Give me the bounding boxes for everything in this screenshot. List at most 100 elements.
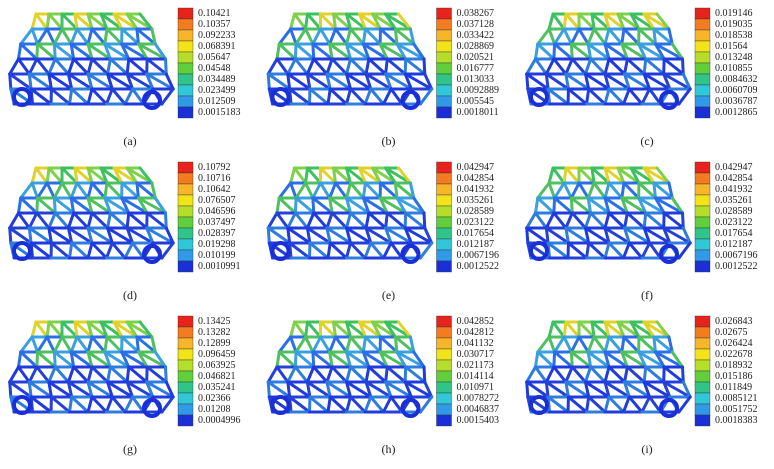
colorbar-label: 0.010971	[457, 382, 495, 393]
strut	[52, 42, 76, 61]
strut	[536, 350, 556, 369]
strut	[525, 211, 537, 230]
colorbar-label: 0.041132	[457, 338, 494, 349]
strut	[106, 226, 114, 245]
strut	[378, 196, 408, 215]
strut	[328, 196, 352, 215]
strut	[404, 211, 427, 230]
strut	[103, 350, 112, 369]
strut	[378, 350, 389, 369]
colorbar-label: 0.010199	[198, 250, 236, 261]
strut	[86, 350, 112, 369]
strut	[311, 350, 316, 369]
strut	[125, 72, 155, 91]
strut	[369, 87, 385, 106]
colorbar-label: 0.12899	[198, 338, 231, 349]
strut	[525, 380, 550, 399]
strut	[640, 241, 652, 260]
strut	[395, 196, 426, 215]
strut	[120, 27, 140, 46]
colorbar-label: 0.014114	[457, 371, 494, 382]
strut	[533, 196, 540, 215]
strut	[90, 87, 108, 106]
lattice	[8, 12, 175, 106]
strut	[378, 335, 399, 354]
strut	[328, 87, 348, 106]
strut	[53, 57, 70, 76]
strut	[586, 350, 611, 369]
strut	[345, 380, 373, 399]
strut	[412, 350, 426, 369]
strut	[138, 166, 154, 185]
strut	[29, 87, 53, 106]
strut	[648, 87, 662, 106]
strut	[553, 42, 574, 61]
strut	[364, 380, 393, 399]
strut	[384, 166, 412, 185]
strut	[86, 196, 94, 215]
strut	[607, 87, 625, 106]
colorbar-label: 0.028397	[198, 228, 236, 239]
strut	[305, 57, 316, 76]
colorbar-swatch	[694, 40, 711, 53]
colorbar-swatch	[694, 95, 711, 108]
colorbar-label: 0.0092889	[457, 85, 500, 96]
strut	[590, 320, 611, 339]
strut	[585, 395, 591, 414]
strut	[544, 380, 570, 399]
panel: 0.0191460.0190350.0185380.015640.0132480…	[525, 8, 758, 148]
strut	[160, 241, 175, 260]
colorbar-label: 0.021173	[457, 360, 494, 371]
strut	[319, 166, 338, 185]
strut	[644, 57, 666, 76]
strut	[286, 72, 292, 91]
strut	[123, 241, 135, 260]
colorbar-label: 0.0036787	[715, 96, 758, 107]
strut	[662, 57, 685, 76]
strut	[19, 42, 39, 61]
strut	[570, 365, 587, 384]
strut	[662, 365, 685, 384]
strut	[552, 350, 557, 369]
strut	[642, 12, 671, 31]
colorbar-label: 0.028589	[457, 206, 495, 217]
strut	[577, 320, 596, 339]
strut	[19, 181, 34, 200]
strut	[403, 226, 434, 245]
strut	[533, 42, 540, 61]
colorbar-swatch	[436, 249, 452, 262]
strut	[326, 87, 332, 106]
strut	[86, 380, 114, 399]
strut	[72, 57, 90, 76]
strut	[553, 27, 566, 46]
colorbar-label: 0.10357	[198, 19, 231, 30]
hole-ring	[142, 90, 162, 110]
strut	[603, 365, 611, 384]
colorbar-swatch	[177, 95, 194, 108]
strut	[562, 27, 573, 46]
colorbar-label: 0.076507	[198, 195, 236, 206]
strut	[637, 350, 648, 369]
strut	[583, 72, 611, 91]
strut	[583, 380, 591, 399]
strut	[334, 181, 348, 200]
strut	[525, 72, 530, 91]
strut	[642, 72, 652, 91]
colorbar-label: 0.037497	[198, 217, 236, 228]
strut	[616, 12, 641, 31]
strut	[106, 226, 135, 245]
strut	[86, 27, 94, 46]
strut	[544, 72, 570, 91]
colorbar-swatch	[177, 172, 194, 185]
hole-ring	[529, 87, 549, 107]
strut	[334, 335, 348, 354]
colorbar-label: 0.05647	[198, 52, 231, 63]
strut	[47, 380, 53, 399]
strut	[564, 211, 574, 230]
colorbar-swatch	[177, 7, 194, 20]
colorbar-swatch	[177, 205, 194, 218]
strut	[603, 211, 611, 230]
strut	[590, 12, 596, 31]
strut	[136, 350, 168, 369]
strut	[35, 196, 40, 215]
